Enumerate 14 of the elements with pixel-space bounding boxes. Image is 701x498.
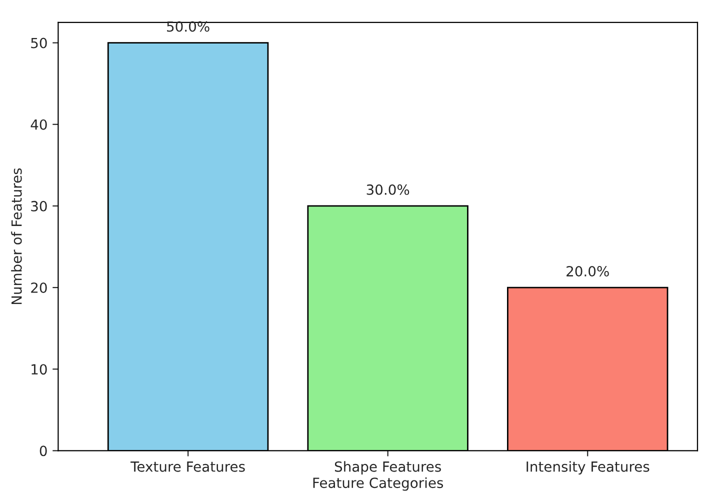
y-axis-title: Number of Features xyxy=(11,168,22,304)
x-axis-title: Feature Categories xyxy=(313,477,444,491)
y-tick-label: 50 xyxy=(31,38,47,48)
y-tick-label: 20 xyxy=(31,282,47,294)
data-label: 30.0% xyxy=(366,184,410,195)
data-label: 20.0% xyxy=(566,266,609,277)
x-tick-label: Shape Features xyxy=(334,461,441,475)
y-tick-label: 0 xyxy=(40,446,47,456)
y-tick-label: 30 xyxy=(31,200,47,212)
x-tick-label: Intensity Features xyxy=(526,461,650,475)
x-tick-label: Texture Features xyxy=(130,462,245,472)
y-tick-label: 40 xyxy=(30,119,47,130)
data-label: 50.0% xyxy=(167,21,210,32)
y-tick-label: 10 xyxy=(32,364,47,375)
